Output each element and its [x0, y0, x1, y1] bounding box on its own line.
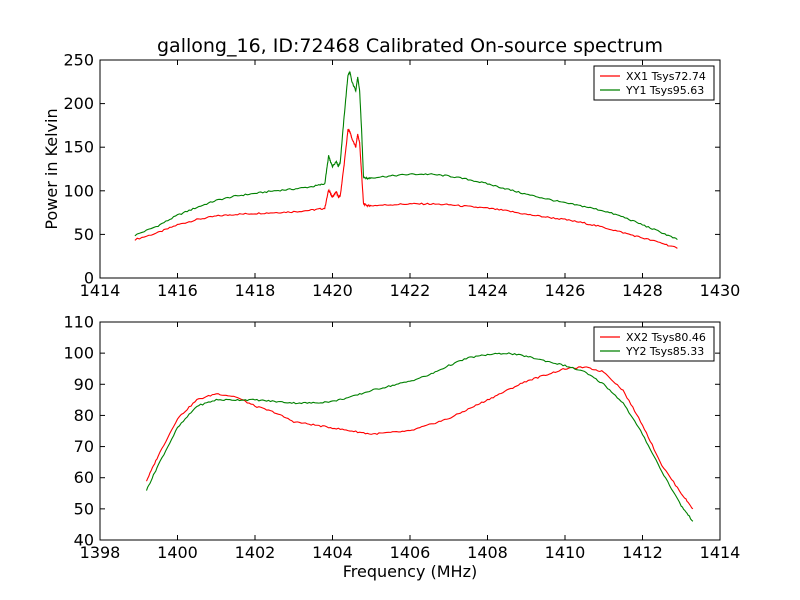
- series-line-xx2: [145, 366, 694, 510]
- y-tick-label: 0: [84, 269, 94, 288]
- bottom-plot-frame: [99, 321, 721, 541]
- series-line-yy2: [145, 352, 694, 522]
- y-tick-label: 250: [63, 51, 94, 70]
- top-plot-frame: [99, 59, 721, 279]
- legend-label: YY1 Tsys95.63: [625, 84, 704, 97]
- legend-label: YY2 Tsys85.33: [625, 345, 704, 358]
- y-tick-label: 50: [74, 499, 94, 518]
- y-tick-label: 90: [74, 375, 94, 394]
- x-tick-label: 1426: [545, 281, 586, 300]
- y-tick-label: 70: [74, 437, 94, 456]
- x-tick-label: 1424: [467, 281, 508, 300]
- bottom-series-layer: [145, 352, 694, 522]
- legend-box: [593, 326, 715, 362]
- legend-box: [593, 65, 715, 101]
- x-tick-label: 1420: [312, 281, 353, 300]
- x-tick-label: 1410: [545, 543, 586, 562]
- legend-label: XX1 Tsys72.74: [626, 70, 706, 83]
- bottom-subplot: Frequency (MHz) 1398 1400 1402 1404 1406 1408…: [63, 313, 740, 582]
- series-line-xx1: [134, 128, 678, 249]
- x-tick-label: 1406: [390, 543, 431, 562]
- y-tick-label: 50: [74, 225, 94, 244]
- series-line-yy1: [134, 70, 678, 241]
- x-tick-label: 1412: [622, 543, 663, 562]
- y-tick-label: 100: [63, 181, 94, 200]
- top-ticks-layer: 1414 1416 1418 1420 1422 1424 1426 1428 1430 0 50 1…: [63, 51, 740, 301]
- x-tick-label: 1414: [700, 543, 741, 562]
- top-y-axis-label: Power in Kelvin: [42, 108, 61, 229]
- chart-title: gallong_16, ID:72468 Calibrated On-sourc…: [157, 35, 663, 57]
- x-tick-label: 1422: [390, 281, 431, 300]
- x-tick-label: 1414: [80, 281, 121, 300]
- y-tick-label: 200: [63, 94, 94, 113]
- y-tick-label: 100: [63, 344, 94, 363]
- x-tick-label: 1418: [235, 281, 276, 300]
- x-tick-label: 1400: [157, 543, 198, 562]
- y-tick-label: 80: [74, 406, 94, 425]
- x-tick-label: 1430: [700, 281, 741, 300]
- y-tick-label: 40: [74, 531, 94, 550]
- bottom-ticks-layer: 1398 1400 1402 1404 1406 1408 1410 1412 1414 40 50…: [63, 313, 740, 563]
- y-tick-label: 110: [63, 313, 94, 332]
- x-tick-label: 1408: [467, 543, 508, 562]
- y-tick-label: 150: [63, 138, 94, 157]
- x-tick-label: 1404: [312, 543, 353, 562]
- x-tick-label: 1416: [157, 281, 198, 300]
- top-series-layer: [134, 70, 678, 249]
- x-tick-label: 1402: [235, 543, 276, 562]
- legend-label: XX2 Tsys80.46: [626, 331, 706, 344]
- bottom-x-axis-label: Frequency (MHz): [343, 562, 477, 581]
- x-tick-label: 1428: [622, 281, 663, 300]
- y-tick-label: 60: [74, 468, 94, 487]
- x-tick-label: 1398: [80, 543, 121, 562]
- top-subplot: gallong_16, ID:72468 Calibrated On-sourc…: [42, 35, 740, 300]
